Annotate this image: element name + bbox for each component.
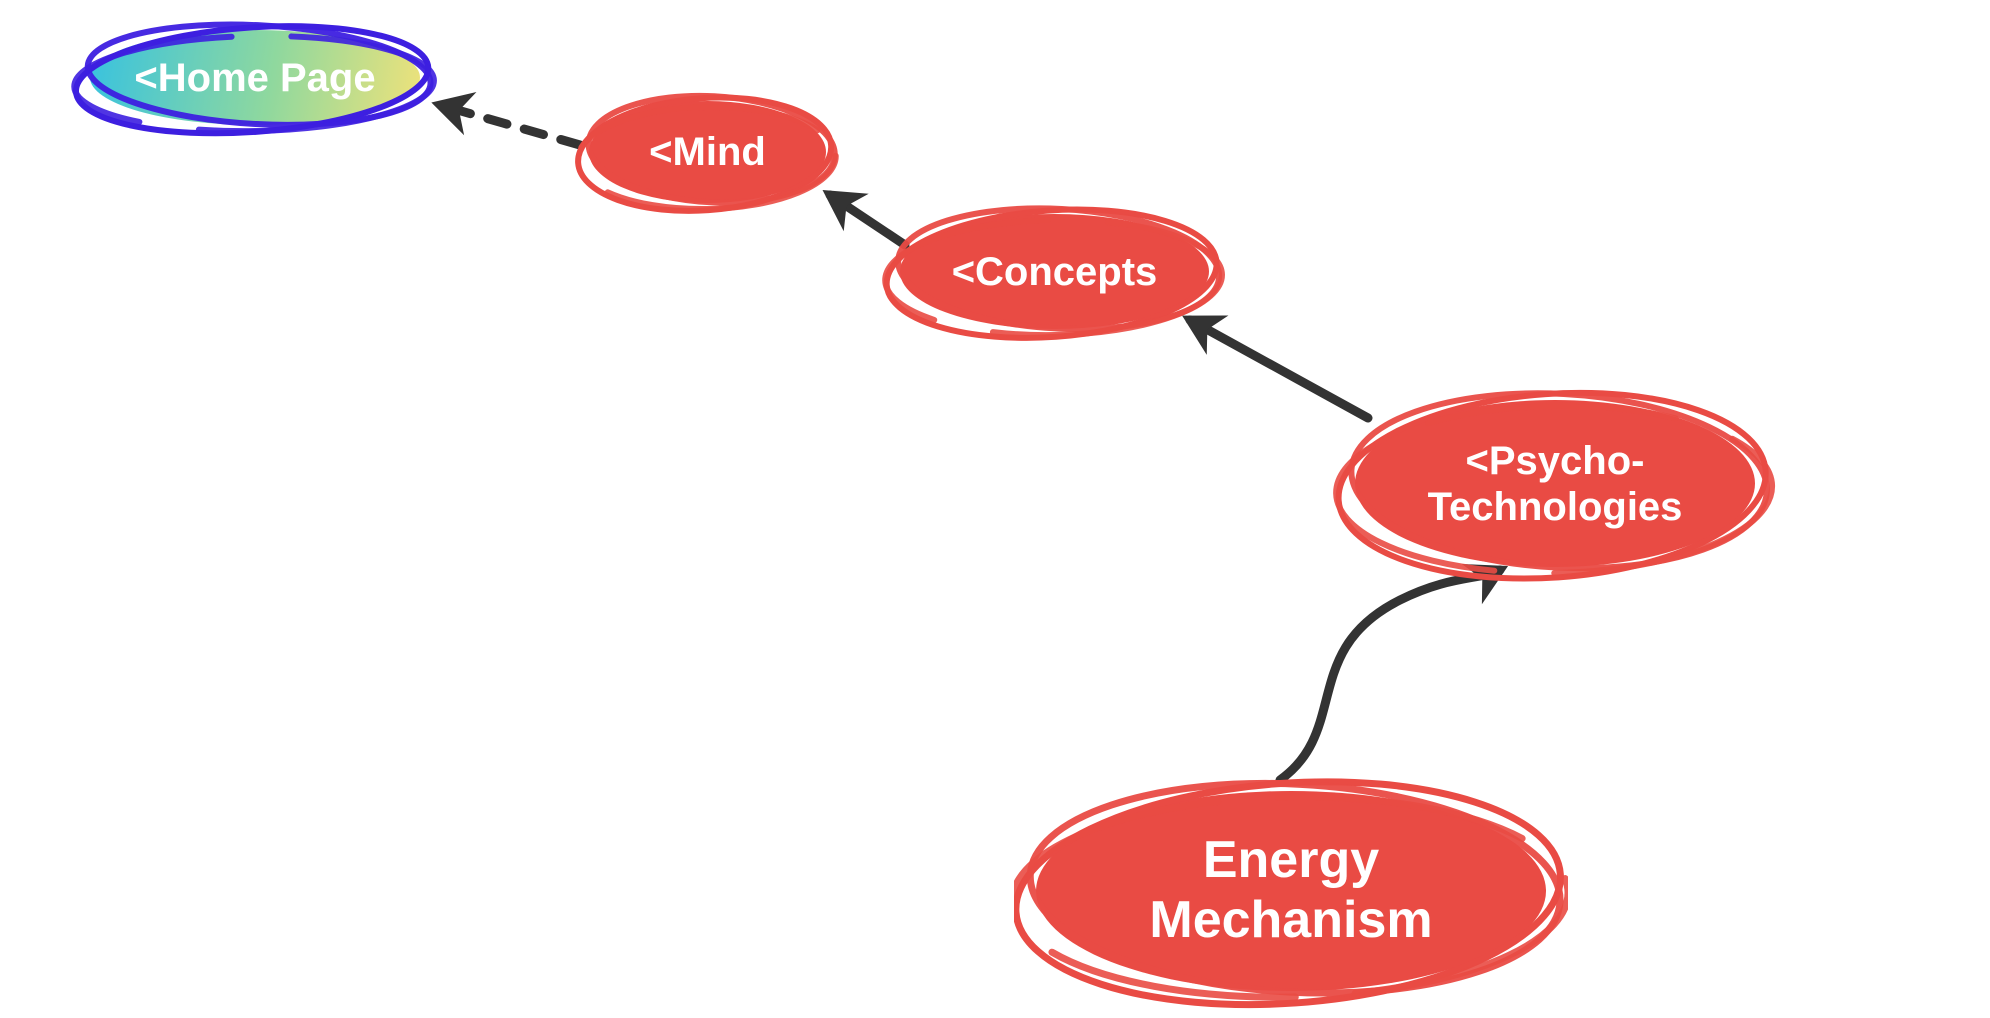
node-label-home: <Home Page bbox=[134, 55, 375, 101]
edge-psycho-to-concepts bbox=[1190, 320, 1368, 418]
node-label-concepts: <Concepts bbox=[952, 249, 1158, 295]
node-mind[interactable]: <Mind bbox=[589, 101, 826, 203]
node-label-psycho: <Psycho- Technologies bbox=[1428, 438, 1683, 530]
node-label-mind: <Mind bbox=[649, 129, 766, 175]
node-concepts[interactable]: <Concepts bbox=[900, 214, 1209, 329]
edge-concepts-to-mind bbox=[830, 195, 905, 245]
node-energy: Energy Mechanism bbox=[1036, 791, 1546, 991]
diagram-canvas: <Home Page <Mind <Concepts <Psycho- Technol… bbox=[0, 0, 1990, 1018]
node-home[interactable]: <Home Page bbox=[90, 30, 420, 125]
edge-mind-to-home bbox=[440, 105, 580, 145]
edge-energy-to-psycho bbox=[1280, 570, 1500, 780]
node-psycho[interactable]: <Psycho- Technologies bbox=[1355, 400, 1755, 567]
node-label-energy: Energy Mechanism bbox=[1149, 831, 1432, 951]
